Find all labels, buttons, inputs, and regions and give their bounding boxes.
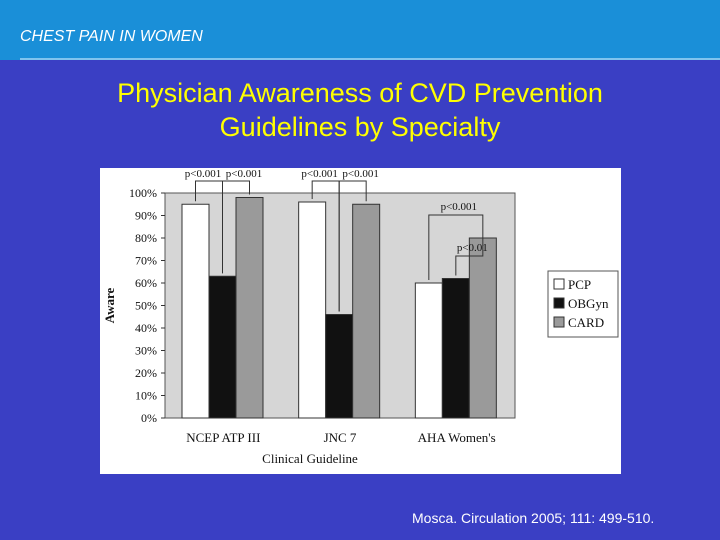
significance-label: p<0.001 xyxy=(226,168,262,180)
significance-label: p<0.001 xyxy=(301,168,337,180)
x-category-label: NCEP ATP III xyxy=(186,430,260,445)
y-tick-label: 10% xyxy=(135,389,157,403)
x-category-label: JNC 7 xyxy=(324,430,357,445)
significance-bracket xyxy=(338,180,367,312)
y-axis-label: Aware xyxy=(102,287,117,323)
legend-label-pcp: PCP xyxy=(568,277,591,292)
bar-obgyn-1 xyxy=(208,275,237,419)
bar-card-3 xyxy=(468,237,497,419)
chart-panel: 0% 10% 20% 30% 40% 50% 60% 70% 80% 90% 100% Aware NC… xyxy=(100,168,621,474)
bar-obgyn-2 xyxy=(325,314,354,419)
significance-bracket xyxy=(455,235,484,276)
slide-title-line2: Guidelines by Specialty xyxy=(219,112,501,142)
y-tick-label: 20% xyxy=(135,366,157,380)
legend-label-obgyn: OBGyn xyxy=(568,296,609,311)
awareness-bar-chart: 0% 10% 20% 30% 40% 50% 60% 70% 80% 90% 100% Aware NC… xyxy=(102,168,619,466)
bar-pcp-1 xyxy=(181,203,210,419)
legend-label-card: CARD xyxy=(568,315,604,330)
slide-title-line1: Physician Awareness of CVD Prevention xyxy=(117,78,603,108)
y-tick-label: 60% xyxy=(135,276,157,290)
citation: Mosca. Circulation 2005; 111: 499-510. xyxy=(412,510,655,526)
significance-label: p<0.001 xyxy=(441,201,477,213)
y-tick-label: 90% xyxy=(135,209,157,223)
y-tick-label: 70% xyxy=(135,254,157,268)
y-tick-label: 80% xyxy=(135,231,157,245)
legend-swatch-card xyxy=(553,316,565,328)
y-tick-label: 50% xyxy=(135,299,157,313)
y-tick-label: 0% xyxy=(141,411,157,425)
bar-pcp-3 xyxy=(414,282,443,419)
significance-label: p<0.001 xyxy=(185,168,221,180)
x-axis-label: Clinical Guideline xyxy=(262,451,358,466)
bar-card-2 xyxy=(352,203,381,419)
significance-label: p<0.001 xyxy=(342,168,378,180)
slide-title: Physician Awareness of CVD Prevention Gu… xyxy=(0,76,720,144)
legend-swatch-pcp xyxy=(553,278,565,290)
y-tick-label: 100% xyxy=(129,186,157,200)
x-category-label: AHA Women's xyxy=(418,430,496,445)
section-header: CHEST PAIN IN WOMEN xyxy=(20,28,203,45)
bar-card-1 xyxy=(235,197,264,419)
y-tick-label: 30% xyxy=(135,344,157,358)
y-tick-label: 40% xyxy=(135,321,157,335)
significance-label: p<0.01 xyxy=(457,242,488,254)
significance-bracket xyxy=(428,214,484,280)
bar-obgyn-3 xyxy=(441,278,470,419)
bar-pcp-2 xyxy=(298,201,327,419)
header-bar xyxy=(0,0,720,60)
header-rule xyxy=(20,58,720,60)
significance-bracket xyxy=(222,180,250,274)
legend-swatch-obgyn xyxy=(553,297,565,309)
